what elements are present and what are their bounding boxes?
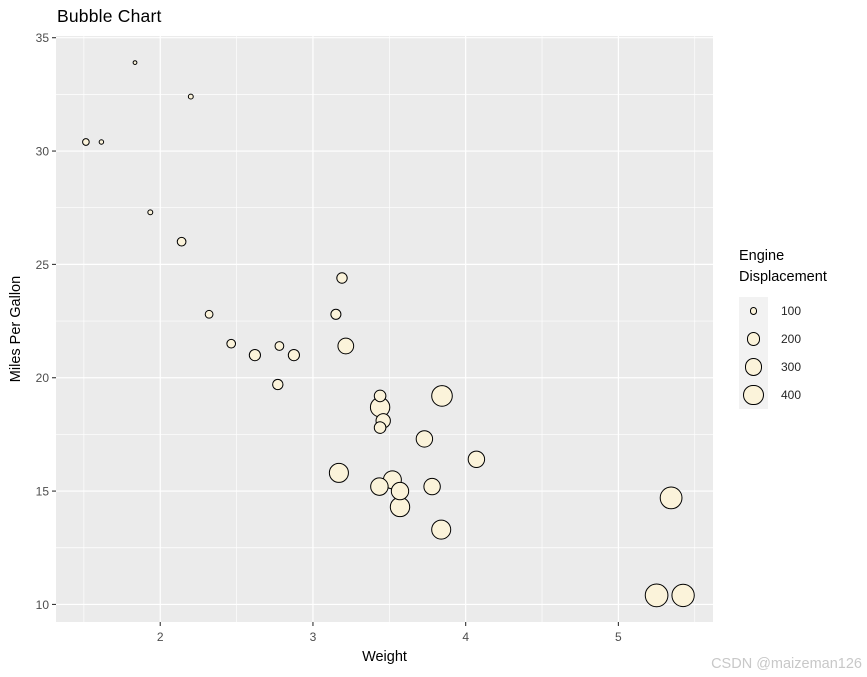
bubble [423, 477, 441, 496]
y-tick-label: 35 [36, 31, 50, 45]
bubble [370, 477, 389, 496]
legend-title: Engine Displacement [739, 248, 827, 286]
legend-entry: 100 [739, 297, 867, 326]
legend-label: 400 [781, 388, 802, 403]
bubble [671, 583, 695, 608]
legend-keys: 100 200 300 400 [739, 297, 867, 410]
legend-entry: 200 [739, 325, 867, 354]
legend-key-box [739, 325, 768, 354]
bubble [467, 450, 486, 469]
bubble [226, 338, 237, 349]
plot-panel [56, 36, 713, 622]
legend-label: 300 [781, 360, 802, 375]
legend-label: 200 [781, 332, 802, 347]
legend-entry: 300 [739, 353, 867, 382]
bubble [337, 337, 355, 355]
bubble [431, 385, 453, 407]
bubble [147, 209, 154, 216]
x-tick-label: 4 [462, 630, 469, 644]
y-tick-label: 30 [36, 145, 50, 159]
legend-bubble-icon [743, 384, 764, 406]
bubble [415, 430, 434, 448]
bubble [274, 341, 285, 351]
y-tick-label: 10 [36, 598, 50, 612]
x-axis-title: Weight [362, 649, 407, 665]
legend-key-box [739, 381, 768, 410]
bubble [330, 308, 342, 320]
y-tick-label: 20 [36, 371, 50, 385]
bubble [176, 236, 187, 247]
bubble [659, 486, 683, 510]
bubble [82, 138, 90, 146]
x-tick-label: 3 [310, 630, 317, 644]
legend-bubble-icon [749, 307, 758, 315]
bubble [390, 481, 410, 501]
legend-key-box [739, 353, 768, 382]
x-tick-label: 5 [615, 630, 622, 644]
size-legend: Engine Displacement 100 200 300 400 [739, 246, 867, 410]
legend-bubble-icon [744, 358, 763, 376]
bubble [187, 93, 194, 100]
bubble [287, 349, 300, 362]
legend-key-box [739, 297, 768, 326]
x-tick-label: 2 [157, 630, 164, 644]
bubble [328, 462, 349, 483]
bubble [132, 60, 138, 65]
legend-bubble-icon [746, 332, 761, 346]
bubble [431, 519, 452, 540]
bubble [336, 272, 348, 284]
bubble [272, 378, 284, 391]
bubble [373, 389, 387, 403]
y-axis-title: Miles Per Gallon [8, 275, 24, 383]
bubble [644, 583, 669, 608]
bubble [98, 139, 105, 145]
y-tick-label: 15 [36, 485, 50, 499]
legend-label: 100 [781, 304, 802, 319]
legend-entry: 400 [739, 381, 867, 410]
bubble [373, 421, 387, 434]
bubble [248, 349, 261, 362]
chart-title: Bubble Chart [57, 6, 162, 26]
watermark: CSDN @maizeman126 [711, 656, 862, 672]
bubble [204, 309, 214, 319]
y-tick-label: 25 [36, 258, 50, 272]
